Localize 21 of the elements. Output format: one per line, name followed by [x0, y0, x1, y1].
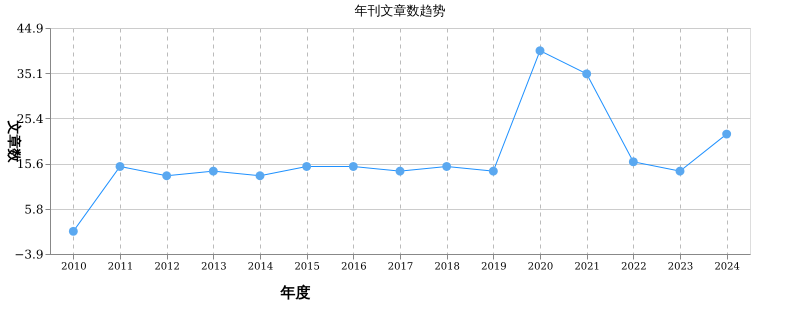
y-tick-label: 35.1: [16, 66, 44, 81]
x-axis-title: 年度: [280, 284, 310, 302]
chart-title: 年刊文章数趋势: [354, 4, 446, 19]
x-tick-label: 2021: [574, 262, 600, 272]
x-tick-label: 2023: [668, 262, 694, 272]
x-tick-label: 2014: [248, 262, 274, 272]
x-tick-label: 2015: [294, 262, 320, 272]
x-tick-label: 2017: [388, 262, 414, 272]
x-tick-label: 2011: [108, 262, 134, 272]
x-tick-label: 2013: [201, 262, 227, 272]
x-tick-label: 2016: [341, 262, 367, 272]
y-tick-label: −3.9: [14, 248, 44, 262]
x-tick-label: 2024: [714, 262, 740, 272]
x-tick-label: 2012: [154, 262, 180, 272]
x-tick-label: 2018: [434, 262, 460, 272]
y-tick-label: 5.8: [24, 202, 44, 217]
x-tick-label: 2019: [481, 262, 507, 272]
x-tick-label: 2010: [61, 262, 87, 272]
y-tick-label: 44.9: [16, 22, 44, 36]
x-tick-label: 2022: [621, 262, 647, 272]
x-tick-label: 2020: [528, 262, 554, 272]
